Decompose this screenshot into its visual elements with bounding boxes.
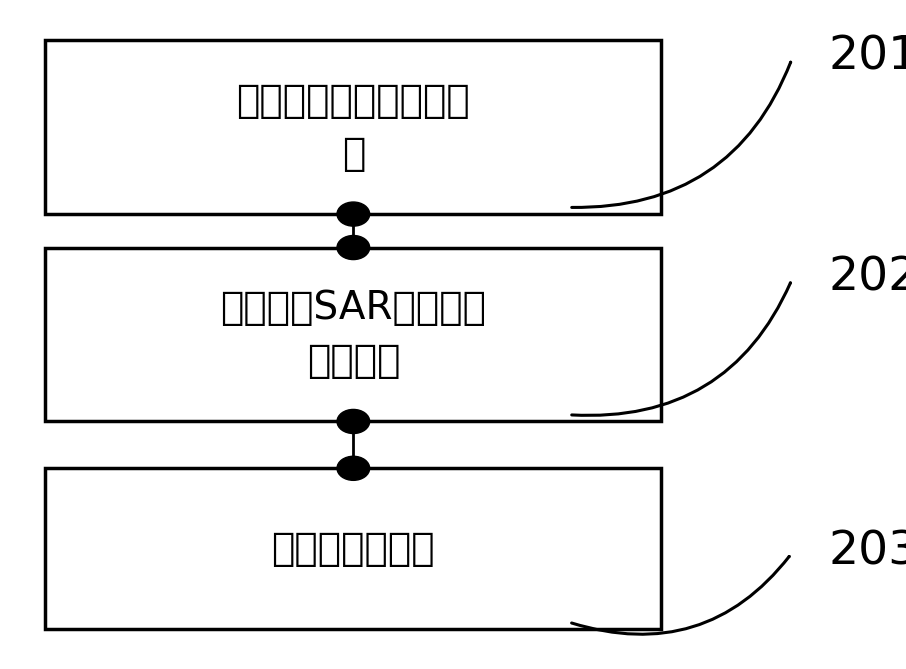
FancyArrowPatch shape	[572, 62, 791, 207]
Text: 时间序列SAR影像特征
提取单元: 时间序列SAR影像特征 提取单元	[220, 289, 487, 380]
FancyBboxPatch shape	[45, 468, 661, 629]
Circle shape	[337, 456, 370, 480]
Circle shape	[337, 235, 370, 260]
FancyBboxPatch shape	[45, 248, 661, 421]
FancyBboxPatch shape	[45, 40, 661, 214]
Text: 203: 203	[829, 529, 906, 575]
Circle shape	[337, 409, 370, 434]
Circle shape	[337, 202, 370, 226]
Text: 202: 202	[829, 255, 906, 300]
FancyArrowPatch shape	[572, 283, 790, 415]
Text: 多光谱影像特征提取单
元: 多光谱影像特征提取单 元	[236, 82, 470, 173]
Text: 201: 201	[829, 34, 906, 80]
Text: 特征级融合单元: 特征级融合单元	[272, 530, 435, 567]
FancyArrowPatch shape	[572, 557, 789, 634]
